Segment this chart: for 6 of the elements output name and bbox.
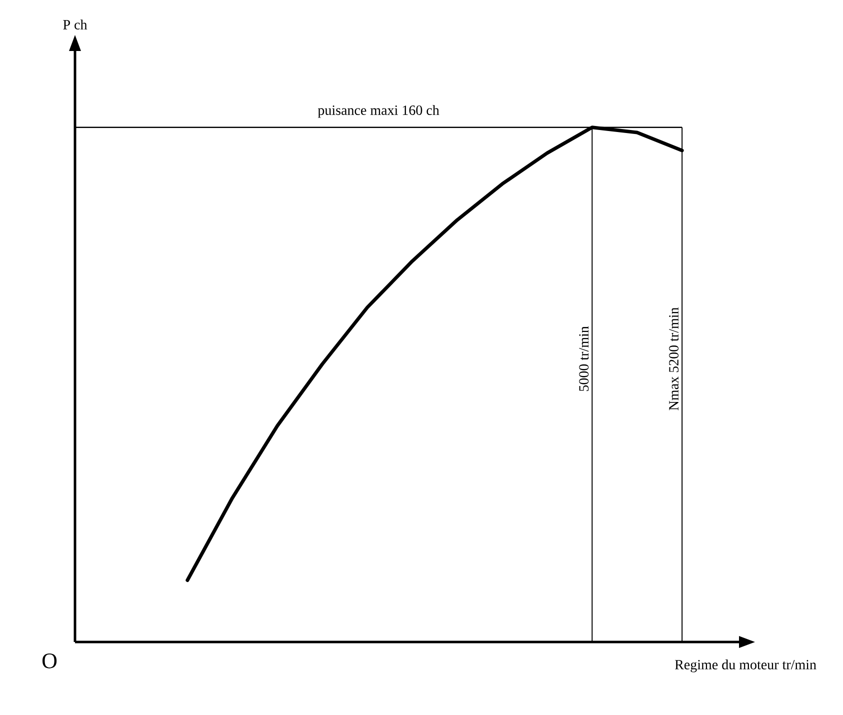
annotation: Nmax 5200 tr/min <box>669 307 679 410</box>
x-axis-title: Regime du moteur tr/min <box>674 660 816 672</box>
text: P ch <box>63 20 88 30</box>
ref-line-label: puisance maxi 160 ch <box>318 105 440 118</box>
annotation: 5000 tr/min <box>579 326 589 391</box>
text: O <box>42 654 57 668</box>
